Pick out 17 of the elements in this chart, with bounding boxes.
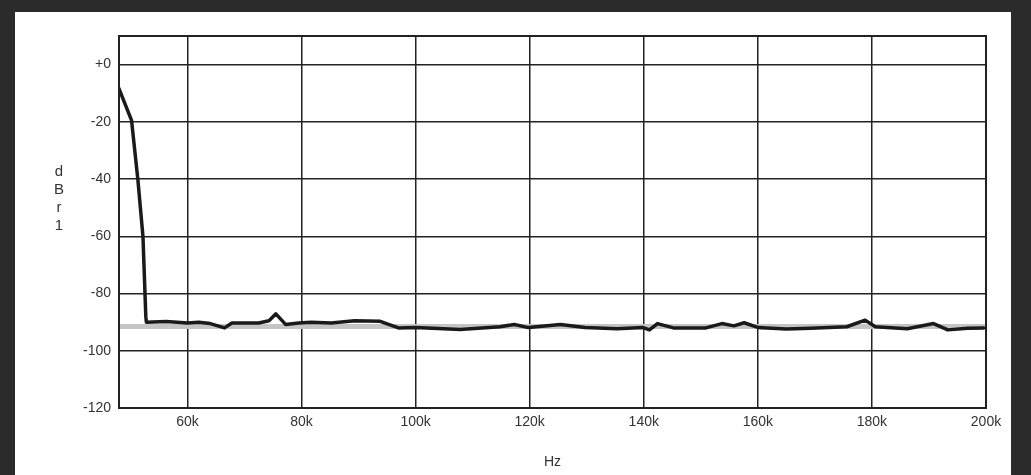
x-tick-label: 200k [970,413,1003,430]
x-tick-label: 60k [176,413,200,430]
y-tick-label: -120 [82,398,112,415]
y-tick-label: -20 [90,112,112,129]
y-tick-label: -100 [82,341,112,358]
y-tick-label: -40 [90,169,112,186]
y-tick-label: -60 [90,227,112,244]
x-tick-label: 160k [742,413,775,430]
x-tick-label: 120k [514,413,546,430]
x-tick-label: 100k [400,413,432,430]
x-tick-label: 140k [628,413,660,430]
y-axis-title: dBr 1 [53,162,65,234]
y-tick-label: +0 [95,55,112,72]
x-tick-label: 180k [856,413,889,430]
x-axis-title: Hz [543,453,562,470]
y-tick-label: -80 [90,284,112,301]
x-tick-label: 80k [290,413,314,430]
